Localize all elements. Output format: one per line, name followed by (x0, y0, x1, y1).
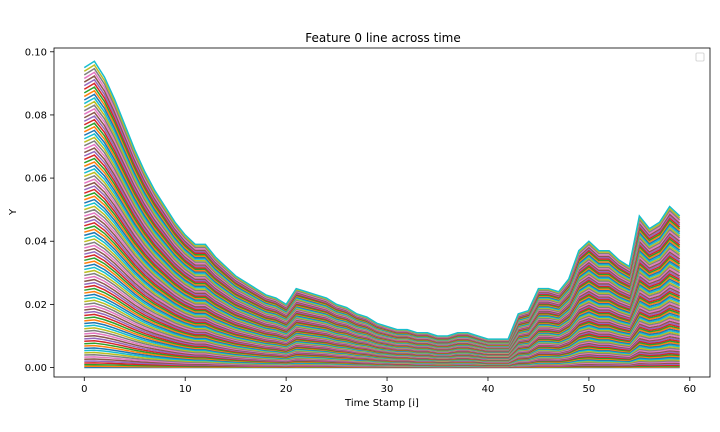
y-axis-label: Y (8, 208, 19, 216)
y-tick-label: 0.06 (25, 174, 47, 185)
x-tick-label: 40 (482, 384, 495, 395)
plot-area-frame (53, 47, 711, 378)
y-tick-label: 0.00 (25, 363, 47, 374)
series-layer (83, 60, 681, 369)
y-tick-label: 0.04 (25, 237, 47, 248)
chart-title: Feature 0 line across time (305, 31, 460, 45)
x-axis-ticks: 0 10 20 30 40 50 60 (81, 377, 696, 395)
x-tick-label: 50 (583, 384, 596, 395)
x-tick-label: 60 (683, 384, 696, 395)
y-tick-label: 0.10 (25, 47, 47, 58)
x-tick-label: 0 (81, 384, 87, 395)
x-axis-label: Time Stamp [i] (344, 398, 419, 409)
x-tick-label: 30 (381, 384, 394, 395)
legend-box (695, 52, 705, 62)
y-tick-label: 0.02 (25, 300, 47, 311)
x-tick-label: 10 (179, 384, 192, 395)
y-axis-ticks: 0.00 0.02 0.04 0.06 0.08 0.10 (25, 47, 54, 374)
x-tick-label: 20 (280, 384, 293, 395)
y-tick-label: 0.08 (25, 110, 47, 121)
series-line-99 (83, 60, 681, 340)
